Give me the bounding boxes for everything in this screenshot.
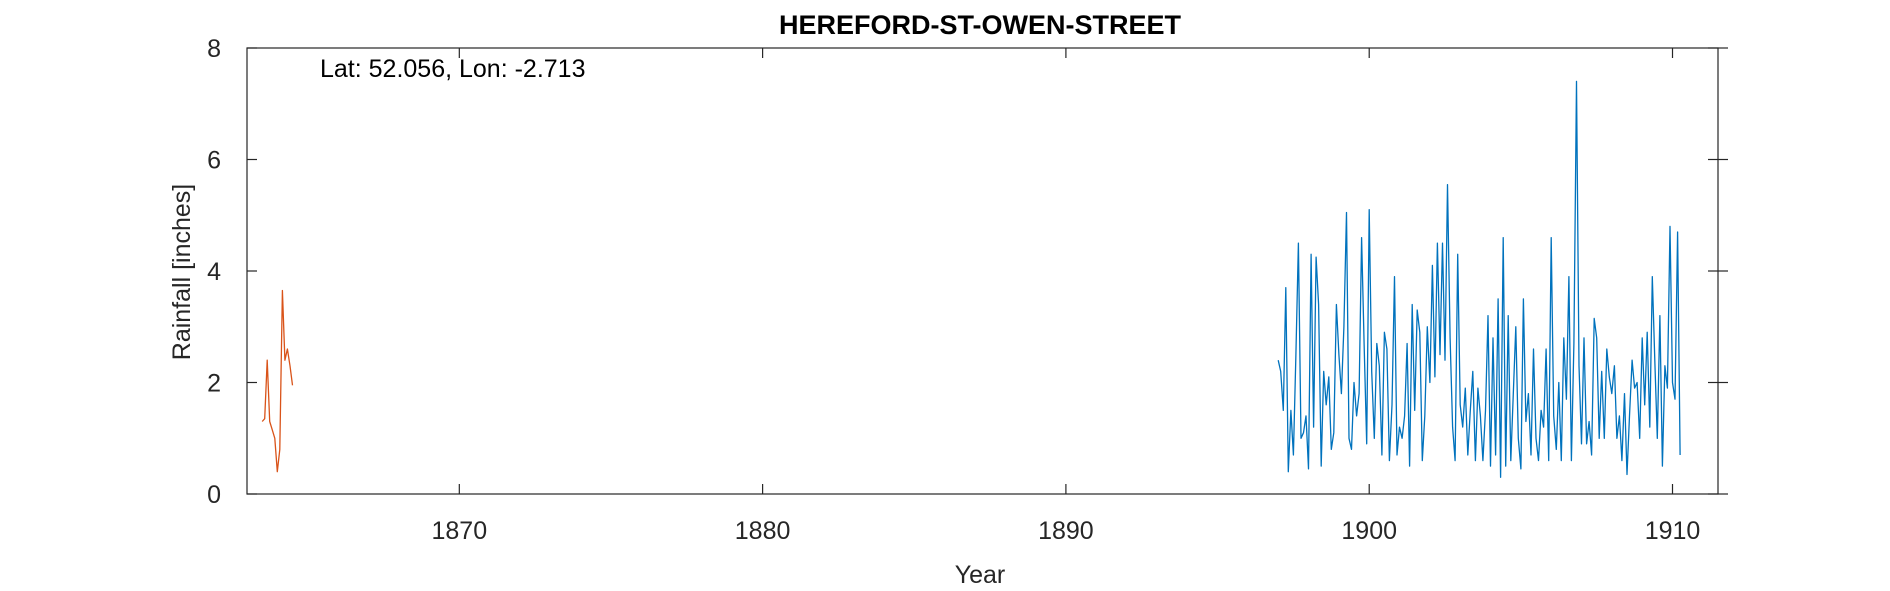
x-tick-label: 1900 [1341, 517, 1397, 545]
x-tick-label: 1890 [1038, 517, 1094, 545]
y-tick-label: 6 [207, 147, 221, 175]
series-line-2 [1277, 80, 1681, 478]
x-tick-label: 1910 [1645, 517, 1701, 545]
location-annotation: Lat: 52.056, Lon: -2.713 [320, 55, 586, 83]
x-tick-label: 1880 [735, 517, 791, 545]
y-tick-label: 4 [207, 258, 221, 286]
series-line-1 [261, 289, 294, 473]
x-tick-label: 1870 [431, 517, 487, 545]
plot-area: 1870 1880 1890 1900 1910 0 2 4 6 8 [207, 35, 1728, 545]
y-tick-label: 0 [207, 481, 221, 509]
chart-title: HEREFORD-ST-OWEN-STREET [779, 10, 1182, 40]
y-tick-label: 2 [207, 370, 221, 398]
x-axis-label: Year [955, 561, 1006, 589]
y-tick-label: 8 [207, 35, 221, 63]
y-axis-label: Rainfall [inches] [168, 184, 196, 360]
